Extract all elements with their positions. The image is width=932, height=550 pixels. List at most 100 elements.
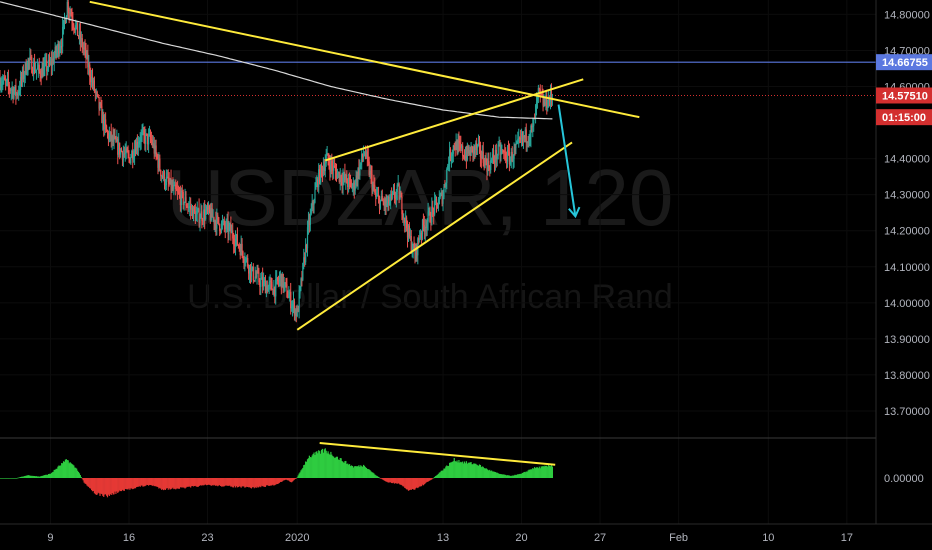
drawing-tools[interactable]	[89, 0, 640, 331]
candle[interactable]	[396, 182, 398, 201]
candle[interactable]	[301, 270, 303, 287]
candle[interactable]	[207, 201, 210, 216]
candle[interactable]	[475, 140, 477, 158]
candle[interactable]	[229, 222, 231, 232]
candle[interactable]	[488, 152, 490, 172]
candle[interactable]	[544, 97, 546, 107]
candle[interactable]	[263, 277, 266, 287]
candle[interactable]	[509, 156, 511, 166]
candle[interactable]	[72, 11, 74, 31]
candle[interactable]	[490, 152, 492, 174]
candle[interactable]	[336, 168, 339, 179]
candle[interactable]	[230, 216, 232, 241]
candle[interactable]	[445, 182, 447, 193]
candle[interactable]	[174, 181, 176, 187]
candle[interactable]	[266, 280, 268, 294]
candle[interactable]	[295, 305, 297, 323]
candle[interactable]	[271, 277, 273, 290]
candle[interactable]	[46, 53, 48, 81]
candle[interactable]	[355, 170, 357, 189]
candle[interactable]	[278, 271, 281, 287]
candle[interactable]	[176, 180, 179, 200]
candle[interactable]	[182, 189, 184, 210]
candle[interactable]	[91, 68, 94, 90]
candle[interactable]	[377, 186, 380, 204]
candle[interactable]	[400, 190, 402, 198]
candle[interactable]	[520, 128, 523, 147]
arrow-down-icon[interactable]	[557, 104, 581, 219]
candle[interactable]	[55, 45, 57, 60]
candle[interactable]	[407, 224, 410, 242]
candle[interactable]	[133, 140, 136, 166]
candle[interactable]	[386, 194, 388, 208]
candle[interactable]	[448, 156, 450, 172]
candle[interactable]	[448, 141, 451, 172]
candle[interactable]	[248, 264, 251, 284]
candle[interactable]	[477, 144, 479, 155]
candle[interactable]	[395, 188, 397, 208]
candle[interactable]	[110, 123, 112, 148]
candle[interactable]	[244, 252, 246, 272]
candle[interactable]	[270, 277, 272, 291]
candle[interactable]	[29, 47, 31, 70]
candle[interactable]	[187, 202, 189, 215]
candle[interactable]	[113, 129, 115, 150]
candle[interactable]	[289, 289, 291, 302]
candle[interactable]	[478, 136, 481, 154]
candle[interactable]	[189, 196, 191, 217]
candle[interactable]	[255, 270, 257, 279]
candle[interactable]	[315, 177, 317, 190]
candle[interactable]	[526, 141, 528, 152]
candle[interactable]	[156, 152, 158, 160]
candle[interactable]	[463, 154, 465, 160]
candle[interactable]	[338, 171, 340, 184]
candle[interactable]	[495, 143, 497, 168]
candle[interactable]	[474, 144, 476, 159]
candle[interactable]	[177, 185, 180, 195]
candle[interactable]	[97, 94, 99, 99]
candle[interactable]	[188, 201, 190, 212]
candle[interactable]	[484, 155, 486, 169]
candle[interactable]	[108, 126, 110, 143]
candle[interactable]	[378, 195, 381, 215]
candle[interactable]	[227, 211, 229, 244]
candle[interactable]	[444, 180, 446, 188]
candle[interactable]	[178, 186, 181, 199]
candle[interactable]	[9, 87, 11, 94]
candle[interactable]	[368, 156, 370, 178]
candle[interactable]	[89, 62, 91, 85]
candle[interactable]	[280, 273, 282, 295]
candle[interactable]	[48, 52, 51, 67]
candle[interactable]	[215, 211, 217, 236]
candle[interactable]	[163, 170, 166, 190]
candle[interactable]	[107, 130, 110, 147]
candle[interactable]	[115, 136, 117, 144]
candle[interactable]	[204, 200, 206, 230]
candle[interactable]	[529, 130, 531, 147]
candle[interactable]	[24, 62, 26, 84]
candle[interactable]	[267, 284, 269, 292]
candle[interactable]	[226, 213, 228, 233]
candle[interactable]	[10, 87, 12, 101]
candle[interactable]	[136, 134, 139, 156]
candle[interactable]	[168, 172, 170, 187]
candle[interactable]	[36, 58, 38, 70]
oscillator-divergence-line[interactable]	[319, 442, 556, 466]
candle[interactable]	[463, 149, 466, 161]
candle[interactable]	[162, 169, 165, 182]
candle[interactable]	[208, 204, 210, 214]
candle[interactable]	[446, 167, 448, 190]
candle[interactable]	[152, 135, 154, 149]
candle[interactable]	[456, 139, 458, 156]
candle[interactable]	[439, 192, 441, 200]
candle[interactable]	[504, 143, 506, 161]
candle[interactable]	[394, 191, 396, 205]
candle[interactable]	[5, 78, 8, 87]
candle[interactable]	[283, 276, 285, 293]
candle[interactable]	[340, 174, 342, 186]
candle[interactable]	[162, 171, 164, 180]
candle[interactable]	[0, 77, 2, 93]
candle[interactable]	[232, 222, 234, 245]
candle[interactable]	[369, 164, 371, 179]
candle[interactable]	[292, 291, 295, 314]
